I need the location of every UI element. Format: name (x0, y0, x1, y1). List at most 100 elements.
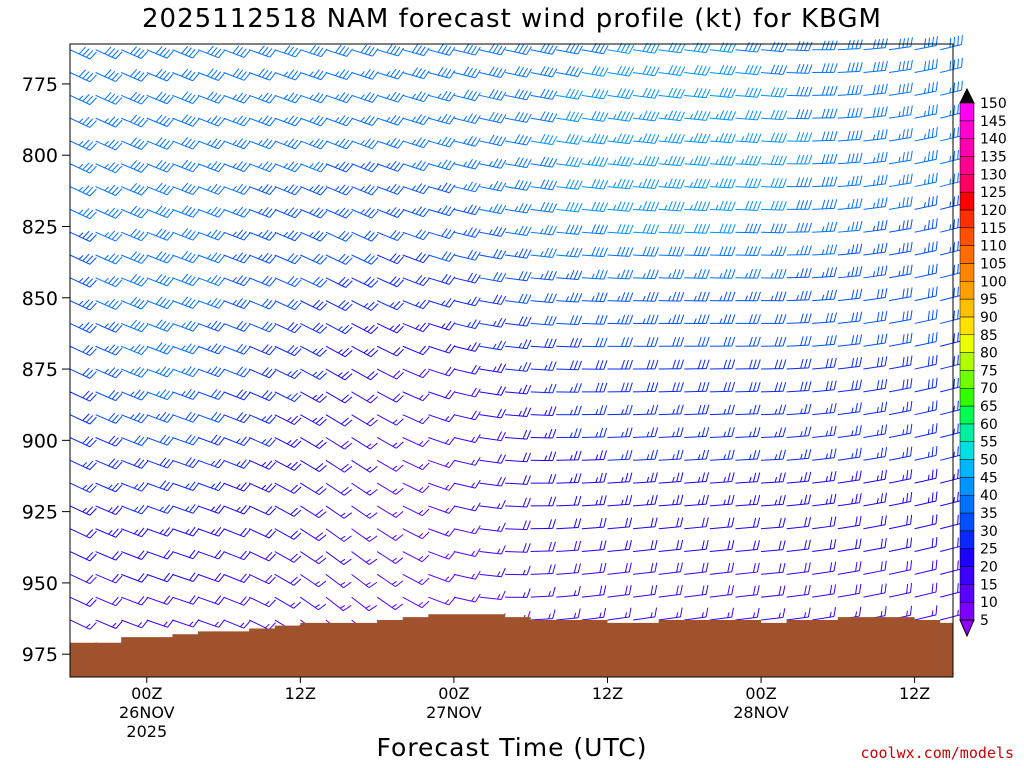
barb-flag (808, 177, 813, 187)
barb-flag (422, 508, 430, 517)
barb-staff (223, 117, 245, 127)
barb-staff (172, 573, 194, 582)
wind-barb (505, 179, 532, 191)
barb-half (283, 231, 289, 237)
barb-flag (111, 551, 119, 559)
barb-flag (159, 389, 167, 398)
barb-flag (185, 275, 192, 284)
barb-staff (197, 72, 219, 81)
barb-flag (800, 336, 804, 346)
wind-barb (761, 449, 786, 461)
barb-flag (752, 449, 757, 460)
barb-flag (577, 68, 583, 77)
barb-flag (595, 179, 601, 189)
barb-flag (89, 143, 97, 151)
credit-link[interactable]: coolwx.com/models (860, 744, 1014, 762)
barb-flag (445, 206, 452, 215)
barb-flag (949, 37, 952, 48)
barb-flag (188, 526, 196, 535)
barb-flag (935, 104, 938, 114)
barb-flag (646, 382, 651, 392)
barb-flag (411, 44, 419, 53)
wind-barb (940, 445, 963, 461)
barb-flag (316, 139, 324, 148)
barb-flag (774, 314, 779, 324)
wind-barb (735, 359, 761, 370)
barb-flag (855, 130, 859, 140)
barb-flag (363, 230, 372, 239)
barb-flag (679, 607, 683, 618)
wind-barb (248, 229, 277, 241)
wind-barb (69, 573, 97, 585)
barb-flag (804, 109, 809, 119)
barb-flag (957, 241, 959, 251)
barb-flag (701, 224, 707, 234)
wind-barb (453, 434, 481, 444)
barb-flag (731, 66, 737, 76)
barb-staff (863, 274, 886, 279)
barb-flag (693, 200, 699, 211)
barb-flag (82, 139, 90, 148)
wind-barb (556, 111, 583, 123)
barb-staff (940, 477, 962, 484)
barb-flag (748, 178, 754, 188)
barb-flag (906, 401, 909, 412)
barb-flag (111, 437, 119, 445)
barb-flag (804, 290, 808, 301)
barb-staff (197, 619, 219, 628)
barb-flag (492, 158, 499, 167)
barb-flag (115, 507, 123, 515)
barb-flag (514, 156, 520, 166)
barb-flag (185, 252, 192, 261)
colorbar-label: 75 (980, 363, 998, 379)
barb-half (872, 271, 876, 277)
barb-flag (628, 269, 634, 280)
barb-flag (393, 46, 401, 56)
barb-staff (812, 275, 835, 279)
barb-flag (727, 585, 731, 596)
barb-flag (448, 482, 456, 491)
barb-flag (804, 64, 809, 74)
barb-half (210, 506, 216, 512)
barb-staff (146, 345, 168, 355)
wind-barb (786, 471, 812, 484)
wind-barb (351, 230, 379, 242)
barb-flag (876, 130, 880, 140)
barb-flag (293, 463, 302, 471)
barb-staff (69, 551, 91, 562)
barb-flag (825, 176, 830, 187)
barb-staff (428, 459, 450, 469)
barb-half (444, 599, 450, 604)
barb-staff (428, 573, 450, 583)
barb-half (104, 140, 109, 146)
barb-flag (366, 394, 375, 402)
barb-flag (859, 62, 863, 72)
barb-half (821, 271, 825, 278)
barb-flag (268, 553, 276, 562)
barb-flag (676, 359, 681, 369)
wind-barb (684, 200, 711, 212)
barb-flag (880, 493, 883, 503)
barb-flag (240, 94, 247, 103)
barb-staff (607, 593, 630, 598)
wind-barb (428, 413, 456, 423)
barb-flag (522, 45, 528, 54)
barb-flag (316, 301, 324, 309)
barb-flag (833, 267, 838, 277)
barb-flag (258, 68, 265, 77)
barb-flag (624, 292, 630, 302)
barb-flag (723, 155, 728, 165)
wind-barb (658, 65, 686, 76)
barb-flag (290, 461, 298, 469)
barb-flag (341, 394, 349, 402)
barb-flag (474, 456, 481, 466)
barb-staff (607, 548, 630, 553)
barb-half (548, 590, 551, 597)
barb-staff (786, 480, 809, 484)
wind-barb (530, 270, 557, 281)
barb-flag (239, 573, 247, 582)
barb-flag (731, 539, 735, 550)
wind-barb (812, 85, 838, 96)
barb-half (258, 94, 263, 100)
barb-flag (367, 209, 375, 217)
